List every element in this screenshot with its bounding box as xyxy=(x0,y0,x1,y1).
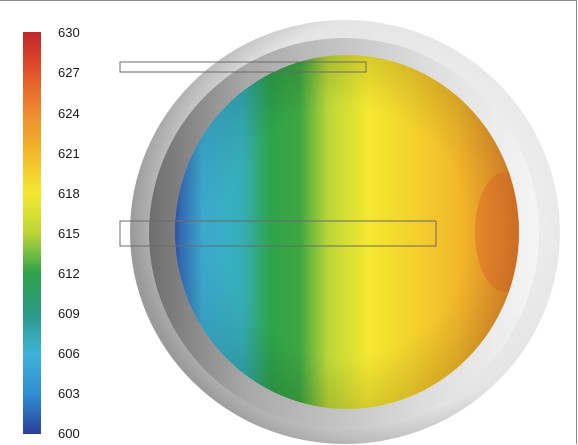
colorbar-tick-label: 606 xyxy=(58,346,80,361)
temperature-field xyxy=(175,55,519,409)
upper-probe-box xyxy=(119,61,367,73)
colorbar-tick-label: 618 xyxy=(58,186,80,201)
colorbar-tick-label: 627 xyxy=(58,65,80,80)
colorbar-tick-label: 624 xyxy=(58,106,80,121)
colorbar-tick-label: 630 xyxy=(58,25,80,40)
colorbar-tick-label: 621 xyxy=(58,146,80,161)
colorbar xyxy=(23,32,41,434)
colorbar-tick-label: 612 xyxy=(58,266,80,281)
colorbar-tick-label: 609 xyxy=(58,306,80,321)
center-probe-box xyxy=(119,220,437,247)
colorbar-tick-label: 603 xyxy=(58,386,80,401)
colorbar-tick-label: 600 xyxy=(58,426,80,441)
colorbar-tick-label: 615 xyxy=(58,226,80,241)
